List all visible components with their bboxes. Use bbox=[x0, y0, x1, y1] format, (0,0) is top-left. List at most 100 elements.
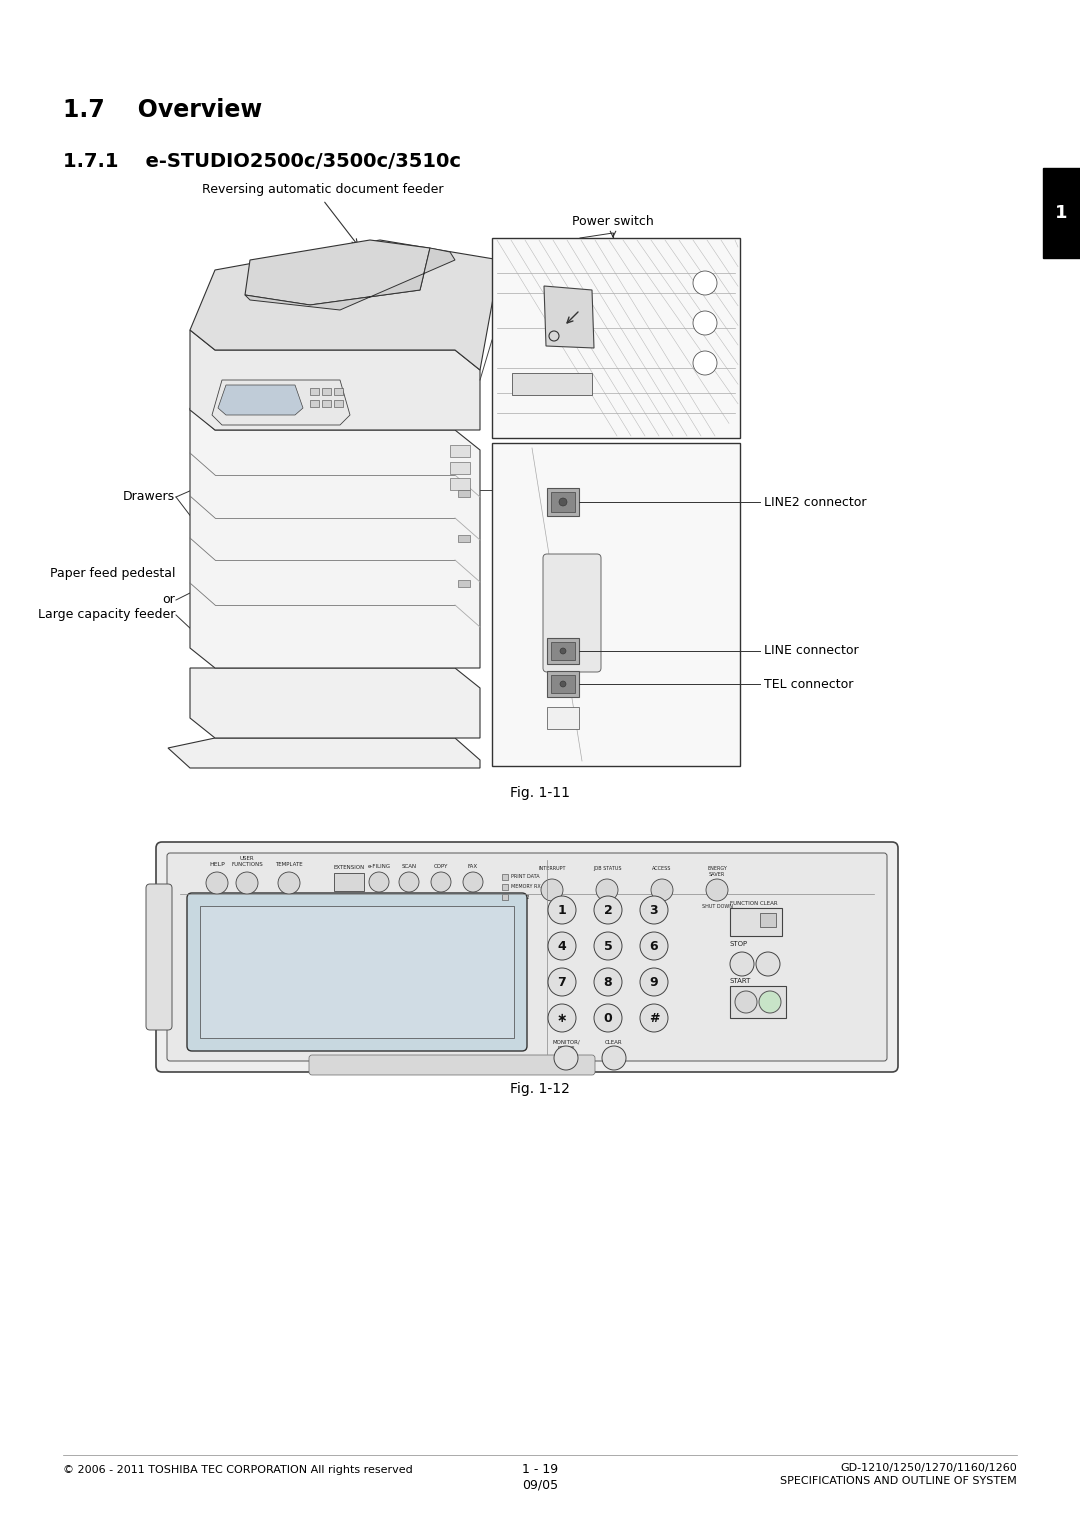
Text: FAX: FAX bbox=[468, 864, 478, 869]
Circle shape bbox=[693, 312, 717, 334]
Circle shape bbox=[594, 968, 622, 996]
Text: e-FILING: e-FILING bbox=[367, 864, 391, 869]
Polygon shape bbox=[245, 247, 455, 310]
Circle shape bbox=[561, 681, 566, 687]
Circle shape bbox=[706, 880, 728, 901]
Text: 1: 1 bbox=[1055, 205, 1067, 221]
Circle shape bbox=[594, 931, 622, 960]
FancyBboxPatch shape bbox=[187, 893, 527, 1051]
Text: 0: 0 bbox=[604, 1012, 612, 1026]
Polygon shape bbox=[544, 286, 594, 348]
Bar bbox=[322, 388, 330, 395]
Bar bbox=[200, 906, 514, 1038]
Text: 5: 5 bbox=[604, 941, 612, 953]
Bar bbox=[546, 489, 579, 516]
Text: USER
FUNCTIONS: USER FUNCTIONS bbox=[231, 857, 262, 867]
Text: TEL connector: TEL connector bbox=[764, 678, 853, 690]
Circle shape bbox=[756, 951, 780, 976]
Circle shape bbox=[541, 880, 563, 901]
Text: © 2006 - 2011 TOSHIBA TEC CORPORATION All rights reserved: © 2006 - 2011 TOSHIBA TEC CORPORATION Al… bbox=[63, 1464, 413, 1475]
Text: Power switch: Power switch bbox=[572, 215, 653, 228]
Bar bbox=[551, 641, 575, 660]
Text: PRINT DATA: PRINT DATA bbox=[511, 875, 540, 880]
Text: FUNCTION CLEAR: FUNCTION CLEAR bbox=[730, 901, 778, 906]
Polygon shape bbox=[190, 408, 480, 667]
Text: SCAN: SCAN bbox=[402, 864, 417, 869]
Text: LINE2 connector: LINE2 connector bbox=[764, 495, 866, 508]
Polygon shape bbox=[168, 738, 480, 768]
Bar bbox=[310, 400, 319, 408]
FancyBboxPatch shape bbox=[167, 854, 887, 1061]
Circle shape bbox=[206, 872, 228, 893]
Circle shape bbox=[399, 872, 419, 892]
Text: C: C bbox=[610, 1055, 618, 1064]
Circle shape bbox=[237, 872, 258, 893]
Polygon shape bbox=[190, 330, 480, 431]
Bar bbox=[546, 670, 579, 696]
Text: MEMORY RX: MEMORY RX bbox=[511, 884, 541, 890]
Text: STOP: STOP bbox=[730, 941, 748, 947]
Text: Large capacity feeder: Large capacity feeder bbox=[38, 608, 175, 621]
Bar bbox=[546, 707, 579, 728]
Text: ACCESS: ACCESS bbox=[652, 866, 672, 870]
FancyBboxPatch shape bbox=[543, 554, 600, 672]
Polygon shape bbox=[190, 240, 500, 370]
Text: TEMPLATE: TEMPLATE bbox=[275, 863, 302, 867]
Bar bbox=[322, 400, 330, 408]
Bar bbox=[458, 580, 470, 586]
Text: □1  □2: □1 □2 bbox=[511, 895, 529, 899]
Circle shape bbox=[463, 872, 483, 892]
Circle shape bbox=[278, 872, 300, 893]
Text: JOB STATUS: JOB STATUS bbox=[593, 866, 621, 870]
Bar bbox=[512, 373, 592, 395]
Circle shape bbox=[640, 931, 669, 960]
Bar bbox=[450, 463, 470, 473]
Text: 1.7.1    e-STUDIO2500c/3500c/3510c: 1.7.1 e-STUDIO2500c/3500c/3510c bbox=[63, 153, 461, 171]
Text: Reversing automatic document feeder: Reversing automatic document feeder bbox=[202, 183, 444, 195]
Text: 1: 1 bbox=[557, 904, 566, 918]
Circle shape bbox=[548, 896, 576, 924]
Text: FC: FC bbox=[739, 916, 757, 928]
Polygon shape bbox=[245, 240, 430, 305]
Text: ENERGY
SAVER: ENERGY SAVER bbox=[707, 866, 727, 876]
Circle shape bbox=[594, 1003, 622, 1032]
Circle shape bbox=[730, 951, 754, 976]
Circle shape bbox=[369, 872, 389, 892]
Bar bbox=[760, 913, 777, 927]
Circle shape bbox=[602, 1046, 626, 1070]
Bar bbox=[156, 211, 545, 765]
Circle shape bbox=[651, 880, 673, 901]
Text: Paper feed pedestal: Paper feed pedestal bbox=[50, 567, 175, 580]
Text: ∗: ∗ bbox=[557, 1012, 567, 1026]
FancyBboxPatch shape bbox=[156, 841, 897, 1072]
Text: LINE connector: LINE connector bbox=[764, 644, 859, 658]
Circle shape bbox=[559, 498, 567, 505]
Circle shape bbox=[594, 896, 622, 924]
Bar bbox=[492, 443, 740, 767]
Circle shape bbox=[735, 991, 757, 1012]
Bar bbox=[502, 893, 508, 899]
FancyBboxPatch shape bbox=[146, 884, 172, 1031]
Text: Fig. 1-12: Fig. 1-12 bbox=[510, 1083, 570, 1096]
FancyBboxPatch shape bbox=[309, 1055, 595, 1075]
Text: EXTENSION: EXTENSION bbox=[334, 864, 365, 870]
Text: 09/05: 09/05 bbox=[522, 1480, 558, 1492]
Circle shape bbox=[548, 968, 576, 996]
Circle shape bbox=[554, 1046, 578, 1070]
Text: 2: 2 bbox=[604, 904, 612, 918]
Text: 4: 4 bbox=[557, 941, 566, 953]
Text: INTERRUPT: INTERRUPT bbox=[538, 866, 566, 870]
Circle shape bbox=[548, 931, 576, 960]
Bar bbox=[450, 444, 470, 457]
Circle shape bbox=[759, 991, 781, 1012]
Text: Fig. 1-11: Fig. 1-11 bbox=[510, 786, 570, 800]
Bar bbox=[334, 400, 343, 408]
Bar bbox=[502, 884, 508, 890]
Text: Drawers: Drawers bbox=[123, 490, 175, 504]
Text: GD-1210/1250/1270/1160/1260: GD-1210/1250/1270/1160/1260 bbox=[840, 1463, 1017, 1474]
Bar bbox=[551, 492, 575, 512]
Bar bbox=[551, 675, 575, 693]
Text: 7: 7 bbox=[557, 976, 566, 989]
Text: or: or bbox=[162, 592, 175, 606]
Bar bbox=[334, 388, 343, 395]
